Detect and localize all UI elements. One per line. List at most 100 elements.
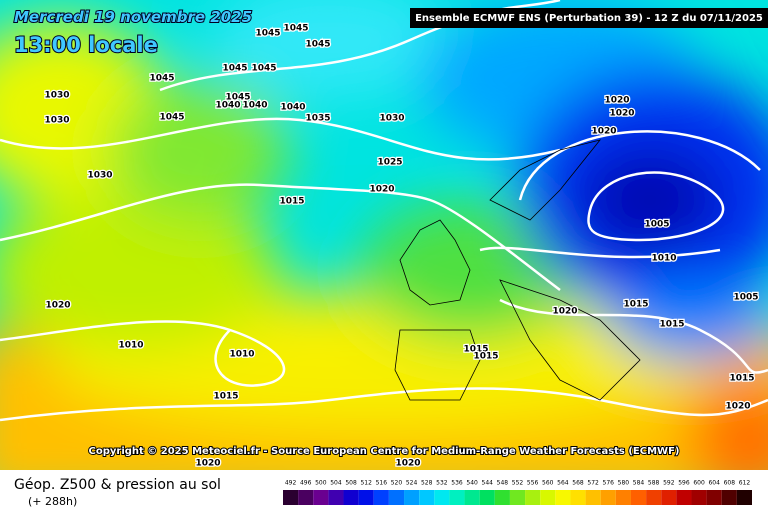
isobar-label: 1040: [215, 101, 240, 111]
isobar-label: 1005: [733, 293, 758, 303]
colorbar-label: 588: [648, 480, 660, 487]
colorbar-label: 556: [527, 480, 539, 487]
isobar-label: 1020: [552, 307, 577, 317]
colorbar-label: 576: [603, 480, 615, 487]
isobar-label: 1045: [159, 113, 184, 123]
isobar-label: 1045: [222, 64, 247, 74]
footer-title: Géop. Z500 & pression au sol: [14, 477, 221, 493]
color-swatch: [343, 490, 359, 505]
colorbar-label: 516: [376, 480, 388, 487]
color-swatch: [661, 490, 677, 505]
isobar-label: 1030: [87, 171, 112, 181]
run-banner: [410, 8, 768, 28]
color-swatch: [540, 490, 556, 505]
colorbar-label: 596: [678, 480, 690, 487]
isobar-label: 1015: [623, 300, 648, 310]
isobar-label: 1020: [45, 301, 70, 311]
isobar-label: 1045: [305, 40, 330, 50]
forecast-lead: (+ 288h): [28, 495, 77, 508]
color-swatch: [373, 490, 389, 505]
color-swatch: [555, 490, 571, 505]
color-swatch: [388, 490, 405, 505]
color-swatch: [509, 490, 526, 505]
colorbar-label: 580: [618, 480, 630, 487]
isobar-label: 1020: [591, 127, 616, 137]
isobar-label: 1010: [229, 350, 254, 360]
colorbar-label: 552: [512, 480, 524, 487]
coastlines: [394, 139, 641, 401]
color-swatch: [615, 490, 631, 505]
isobar-label: 1020: [609, 109, 634, 119]
colorbar-label: 548: [497, 480, 509, 487]
isobar-label: 1045: [255, 29, 280, 39]
color-swatch: [525, 490, 541, 505]
colorbar-label: 508: [345, 480, 357, 487]
color-swatch: [404, 490, 420, 505]
colorbar-label: 604: [708, 480, 720, 487]
color-swatch: [328, 490, 344, 505]
colorbar-label: 500: [315, 480, 327, 487]
colorbar-label: 492: [285, 480, 297, 487]
color-swatch: [434, 490, 450, 505]
isobar-label: 1010: [651, 254, 676, 264]
colorbar-label: 512: [360, 480, 372, 487]
color-swatch: [464, 490, 480, 505]
isobar-label: 1020: [195, 459, 220, 469]
isobar-label: 1035: [305, 114, 330, 124]
isobar-label: 1045: [251, 64, 276, 74]
colorbar-label: 504: [330, 480, 342, 487]
isobar-label: 1015: [279, 197, 304, 207]
color-swatch: [721, 490, 737, 505]
color-swatch: [449, 490, 465, 505]
isobar-label: 1030: [44, 91, 69, 101]
isobar-label: 1015: [463, 345, 488, 355]
color-swatch: [298, 490, 314, 505]
colorbar-label: 608: [724, 480, 736, 487]
isobar-label: 1015: [213, 392, 238, 402]
colorbar-label: 572: [587, 480, 599, 487]
colorbar-label: 560: [542, 480, 554, 487]
run-info: Ensemble ECMWF ENS (Perturbation 39) - 1…: [415, 13, 763, 24]
isobar-label: 1015: [659, 320, 684, 330]
color-swatch: [570, 490, 586, 505]
colorbar-label: 568: [572, 480, 584, 487]
isobar-label: 1020: [395, 459, 420, 469]
isobars: [0, 0, 768, 422]
local-time: 13:00 locale: [14, 33, 158, 57]
colorbar-label: 536: [451, 480, 463, 487]
copyright: Copyright © 2025 Meteociel.fr - Source E…: [89, 446, 680, 457]
isobar-label: 1020: [604, 96, 629, 106]
isobar-label: 1040: [280, 103, 305, 113]
color-swatch: [494, 490, 510, 505]
color-swatch: [600, 490, 616, 505]
colorbar-label: 520: [391, 480, 403, 487]
color-swatch: [736, 490, 752, 505]
colorbar-label: 540: [466, 480, 478, 487]
colorbar: 492 496 500 504 508 512 516 520 524 528 532 536 540 5…: [283, 480, 752, 505]
color-swatch: [283, 490, 299, 505]
colorbar-label: 496: [300, 480, 312, 487]
isobar-label: 1025: [377, 158, 402, 168]
color-swatch: [691, 490, 707, 505]
colorbar-label: 528: [421, 480, 433, 487]
isobar-label: 1045: [225, 93, 250, 103]
color-swatch: [358, 490, 374, 505]
color-swatch: [313, 490, 329, 505]
color-swatch: [676, 490, 692, 505]
isobar-label: 1040: [242, 101, 267, 111]
colorbar-label: 600: [693, 480, 705, 487]
isobar-label: 1005: [644, 220, 669, 230]
colorbar-label: 612: [739, 480, 751, 487]
color-swatch: [585, 490, 601, 505]
isobar-label: 1030: [379, 114, 404, 124]
color-swatch: [630, 490, 647, 505]
color-swatch: [479, 490, 495, 505]
isobar-label: 1015: [729, 374, 754, 384]
date: Mercredi 19 novembre 2025: [14, 8, 252, 26]
isobar-label: 1045: [149, 74, 174, 84]
color-swatch: [706, 490, 722, 505]
isobar-label: 1045: [283, 24, 308, 34]
isobar-label: 1020: [369, 185, 394, 195]
